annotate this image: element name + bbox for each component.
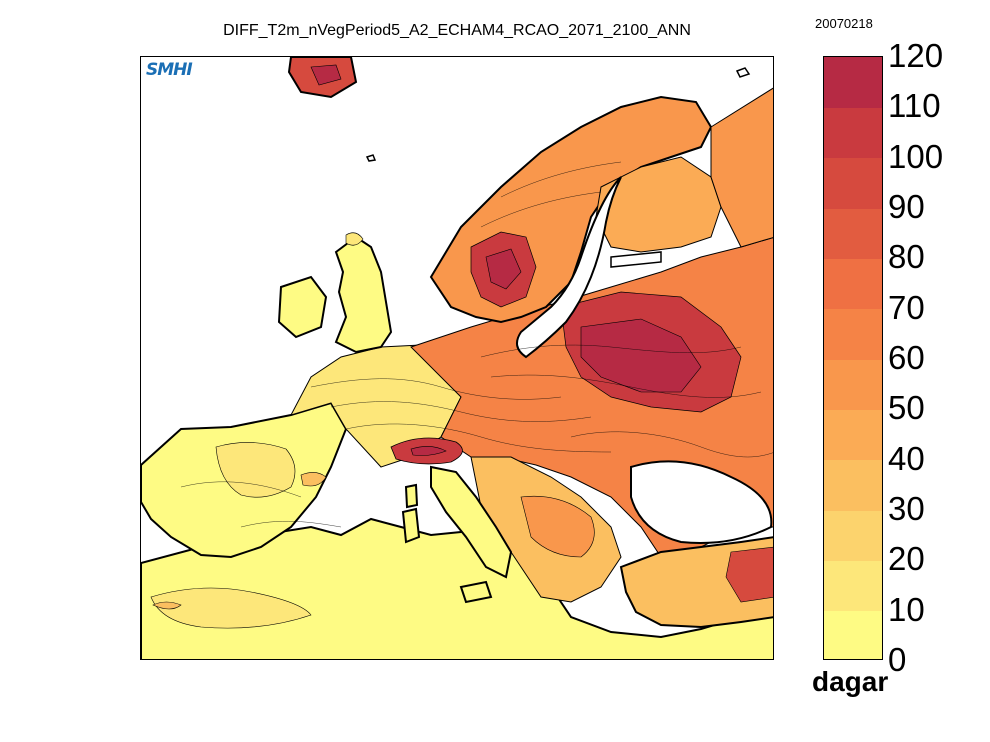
colorbar-tick-label: 70 — [888, 288, 925, 326]
gulf-of-finland — [610, 251, 662, 268]
colorbar-segment — [824, 258, 882, 310]
sardinia — [401, 507, 421, 544]
colorbar-segment — [824, 409, 882, 461]
anatolia-hot-zone — [725, 546, 773, 603]
colorbar-segment — [824, 57, 882, 108]
map-panel — [140, 56, 774, 660]
smhi-logo: SMHI — [146, 60, 193, 80]
colorbar-tick-label: 20 — [888, 540, 925, 578]
colorbar-tick-label: 0 — [888, 641, 907, 678]
northwest-russia — [710, 87, 773, 248]
great-britain — [334, 235, 393, 354]
colorbar-segment — [824, 107, 882, 159]
colorbar-segment — [824, 610, 882, 659]
colorbar-segment — [824, 208, 882, 259]
colorbar-tick-label: 30 — [888, 490, 925, 527]
colorbar-segment — [824, 308, 882, 360]
norway-peak — [485, 248, 522, 290]
ireland — [277, 275, 328, 339]
small-island-1 — [365, 154, 377, 162]
iceland-peak — [310, 64, 342, 86]
colorbar-tick-label: 10 — [888, 590, 925, 628]
plot-title: DIFF_T2m_nVegPeriod5_A2_ECHAM4_RCAO_2071… — [223, 22, 691, 39]
sicily — [459, 580, 493, 604]
colorbar — [823, 56, 883, 660]
colorbar-tick-label: 90 — [888, 188, 925, 225]
colorbar-tick-label: 50 — [888, 389, 925, 427]
alps-core — [410, 446, 447, 456]
contour-lines — [180, 161, 773, 528]
corsica — [404, 483, 419, 509]
colorbar-tick-label: 110 — [888, 87, 941, 125]
colorbar-tick-label: 120 — [888, 37, 944, 74]
finland-region — [595, 156, 722, 253]
colorbar-segment — [824, 510, 882, 561]
colorbar-tick-label: 60 — [888, 339, 925, 376]
north-africa-hotspot — [152, 601, 182, 610]
colorbar-segment — [824, 359, 882, 410]
balkan-warm-zone — [520, 495, 595, 558]
britain-warm-spot — [345, 232, 364, 246]
italian-peninsula — [430, 465, 513, 579]
europe-map — [141, 57, 773, 659]
colorbar-tick-label: 100 — [888, 137, 944, 175]
baltic-sea — [516, 176, 622, 359]
colorbar-unit-label: dagar — [812, 666, 889, 697]
black-sea — [630, 460, 773, 544]
colorbar-segment — [824, 560, 882, 612]
small-island-2 — [735, 67, 751, 78]
colorbar-segment — [824, 459, 882, 511]
iberia-hotspot — [300, 472, 327, 487]
colorbar-segment — [824, 157, 882, 209]
colorbar-tick-label: 40 — [888, 439, 925, 477]
eastern-peak-zone — [580, 318, 702, 393]
iberia-warm-zone — [215, 442, 296, 498]
north-africa-warm-zone — [150, 587, 312, 629]
date-stamp: 20070218 — [815, 16, 873, 31]
colorbar-tick-label: 80 — [888, 238, 925, 276]
